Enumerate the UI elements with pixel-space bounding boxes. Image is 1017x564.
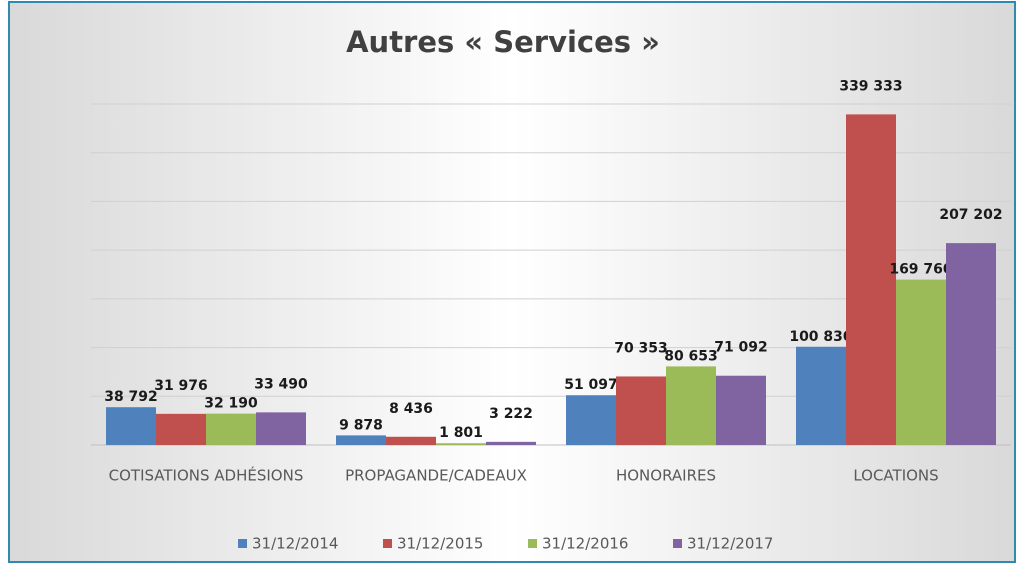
bar <box>566 395 616 445</box>
data-label: 100 830 <box>789 329 853 345</box>
legend-label: 31/12/2015 <box>397 535 483 553</box>
legend-swatch <box>383 539 392 548</box>
data-label: 1 801 <box>439 425 483 441</box>
bar <box>436 443 486 445</box>
bar <box>256 412 306 445</box>
data-label: 70 353 <box>614 340 668 356</box>
bar <box>336 435 386 445</box>
x-tick-label: HONORAIRES <box>616 467 716 485</box>
data-label: 32 190 <box>204 396 258 412</box>
legend-swatch <box>673 539 682 548</box>
data-label: 31 976 <box>154 378 208 394</box>
x-tick-label: COTISATIONS ADHÉSIONS <box>109 466 304 485</box>
bar <box>796 346 846 445</box>
bar <box>846 114 896 446</box>
legend-swatch <box>528 539 537 548</box>
chart-title: Autres « Services » <box>346 25 660 59</box>
data-label: 169 760 <box>889 262 953 278</box>
bar <box>716 375 766 445</box>
x-tick-label: PROPAGANDE/CADEAUX <box>345 467 527 485</box>
data-label: 207 202 <box>939 207 1002 223</box>
data-label: 51 097 <box>564 377 618 393</box>
legend-label: 31/12/2016 <box>542 535 628 553</box>
bar <box>946 243 996 445</box>
legend-label: 31/12/2014 <box>252 535 338 553</box>
data-label: 8 436 <box>389 401 433 417</box>
bar <box>386 436 436 445</box>
bar <box>666 366 716 445</box>
data-label: 80 653 <box>664 348 718 364</box>
data-label: 9 878 <box>339 417 383 433</box>
data-label: 71 092 <box>714 340 768 356</box>
bar <box>616 376 666 445</box>
legend-swatch <box>238 539 247 548</box>
data-label: 3 222 <box>489 406 533 422</box>
legend-label: 31/12/2017 <box>687 535 773 553</box>
bar <box>106 407 156 445</box>
data-label: 38 792 <box>104 389 158 405</box>
data-label: 339 333 <box>839 78 902 94</box>
x-tick-label: LOCATIONS <box>853 467 938 485</box>
bar <box>896 279 946 445</box>
bar <box>486 441 536 445</box>
data-label: 33 490 <box>254 376 308 392</box>
bar <box>206 413 256 445</box>
bar <box>156 413 206 445</box>
